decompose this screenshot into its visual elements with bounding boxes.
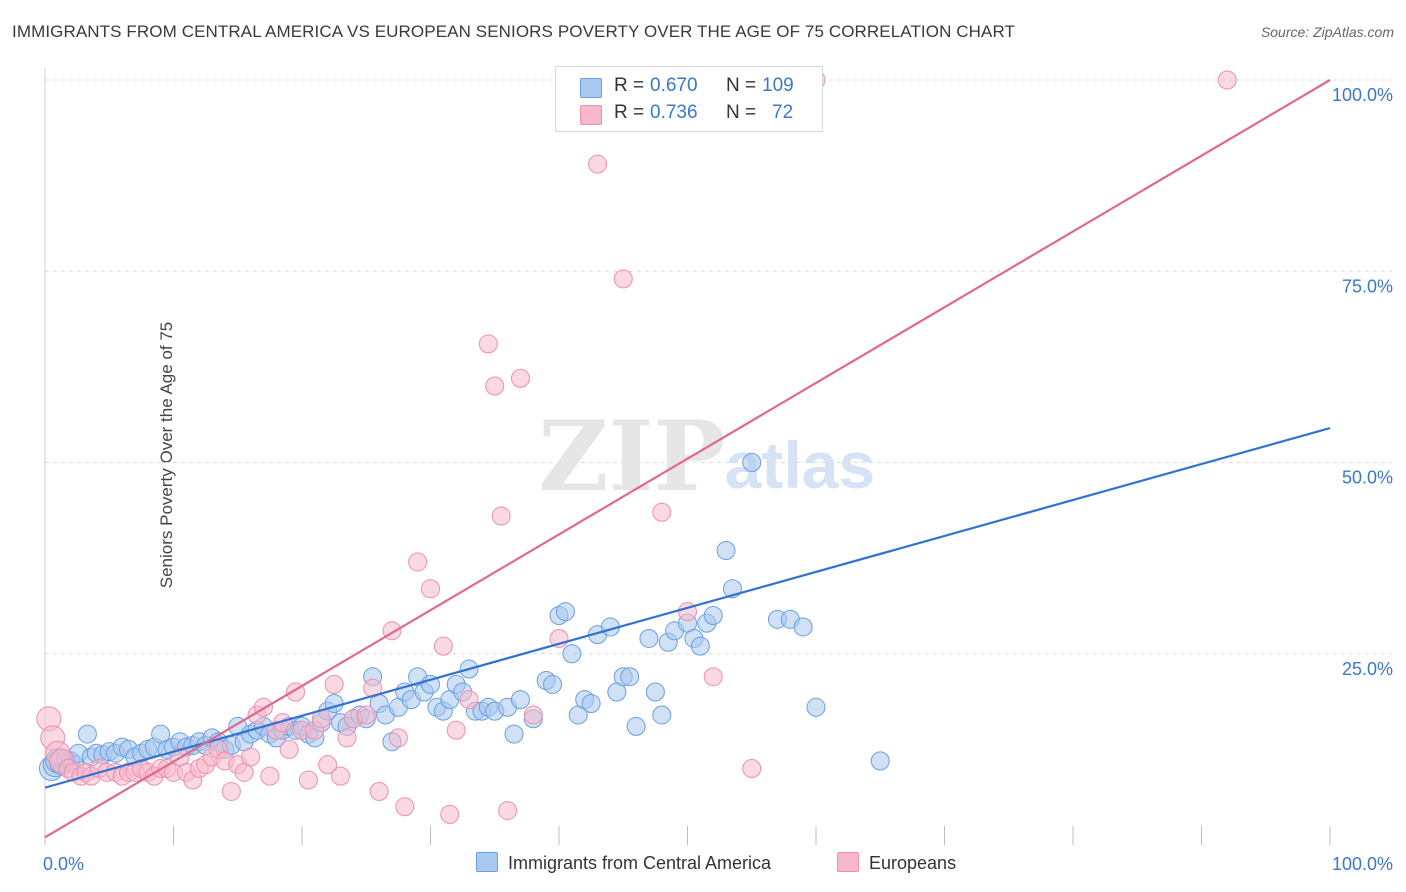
data-point-europeans — [408, 552, 428, 572]
data-point-europeans — [356, 705, 376, 725]
legend-r-label: R = — [614, 102, 645, 123]
data-point-europeans — [388, 728, 408, 748]
data-point-europeans — [478, 334, 498, 354]
data-point-central-america — [703, 606, 723, 625]
data-point-europeans — [298, 770, 318, 790]
legend-n-value: 109 — [762, 75, 794, 96]
x-tick-label: 100.0% — [1332, 854, 1393, 874]
data-point-europeans — [433, 636, 453, 656]
data-point-europeans — [363, 678, 383, 698]
data-point-europeans — [395, 797, 415, 817]
data-point-central-america — [690, 636, 710, 656]
data-point-europeans — [459, 690, 479, 710]
data-point-central-america — [652, 705, 672, 725]
legend-item-europeans: Europeans — [837, 852, 956, 874]
data-point-central-america — [324, 693, 344, 713]
data-point-central-america — [716, 540, 736, 560]
y-tick-label: 50.0% — [1342, 468, 1393, 488]
trendline-central-america — [44, 427, 1331, 789]
data-point-europeans — [1217, 70, 1237, 90]
data-point-europeans — [510, 368, 530, 388]
data-point-europeans — [446, 720, 466, 740]
data-point-europeans — [588, 154, 608, 174]
data-point-europeans — [421, 579, 440, 599]
legend-swatch-europeans — [580, 105, 602, 125]
data-point-central-america — [806, 697, 826, 717]
legend-n-label: N = — [726, 75, 757, 96]
data-point-europeans — [652, 502, 672, 522]
data-point-central-america — [562, 644, 582, 664]
data-point-europeans — [324, 674, 344, 694]
data-point-europeans — [331, 766, 351, 786]
legend-swatch-europeans — [837, 852, 859, 872]
data-point-europeans — [498, 801, 518, 821]
data-point-central-america — [510, 690, 530, 710]
data-point-central-america — [626, 716, 646, 736]
data-point-central-america — [639, 628, 659, 648]
data-point-europeans — [221, 781, 241, 801]
legend-n-label: N = — [726, 102, 757, 123]
chart-title: IMMIGRANTS FROM CENTRAL AMERICA VS EUROP… — [12, 22, 1016, 41]
data-point-europeans — [703, 667, 723, 687]
data-point-central-america — [543, 674, 563, 694]
data-point-central-america — [645, 682, 665, 702]
data-point-central-america — [77, 724, 97, 744]
legend-label-europeans: Europeans — [869, 853, 957, 873]
data-point-central-america — [870, 751, 890, 771]
data-point-central-america — [421, 674, 440, 694]
legend-n-value: 72 — [772, 102, 794, 123]
series-legend: Immigrants from Central America European… — [0, 852, 1406, 878]
legend-swatch-central-america — [476, 852, 498, 872]
data-point-europeans — [369, 781, 389, 801]
y-tick-label: 25.0% — [1342, 659, 1393, 679]
data-point-europeans — [491, 506, 511, 526]
data-point-central-america — [555, 602, 575, 622]
x-tick-label: 0.0% — [43, 854, 84, 874]
data-point-central-america — [620, 667, 640, 687]
data-point-europeans — [485, 376, 505, 396]
legend-r-value: 0.736 — [650, 102, 698, 123]
legend-item-central-america: Immigrants from Central America — [476, 852, 771, 874]
data-point-europeans — [742, 759, 762, 778]
data-point-europeans — [279, 739, 299, 759]
y-tick-label: 75.0% — [1342, 276, 1393, 296]
data-point-europeans — [318, 755, 338, 775]
legend-r-value: 0.670 — [650, 75, 698, 96]
watermark-zip: ZIP — [538, 400, 725, 513]
data-point-europeans — [337, 728, 357, 748]
data-point-europeans — [253, 697, 273, 717]
data-point-central-america — [793, 617, 813, 637]
data-point-central-america — [742, 453, 762, 472]
legend-swatch-central-america — [580, 78, 602, 98]
data-point-europeans — [613, 269, 633, 289]
legend-r-label: R = — [614, 75, 645, 96]
legend-label-central-america: Immigrants from Central America — [508, 853, 772, 873]
trendline-europeans — [44, 79, 1331, 839]
data-point-central-america — [581, 693, 601, 713]
data-point-central-america — [504, 724, 524, 744]
y-tick-label: 100.0% — [1332, 85, 1393, 105]
data-point-europeans — [440, 804, 460, 824]
data-point-europeans — [523, 705, 543, 725]
data-point-europeans — [241, 747, 261, 767]
data-point-europeans — [260, 766, 280, 786]
correlation-legend: R = 0.670 N = 109 R = 0.736 N = 72 — [555, 66, 823, 132]
source-label: Source: ZipAtlas.com — [1260, 24, 1394, 40]
